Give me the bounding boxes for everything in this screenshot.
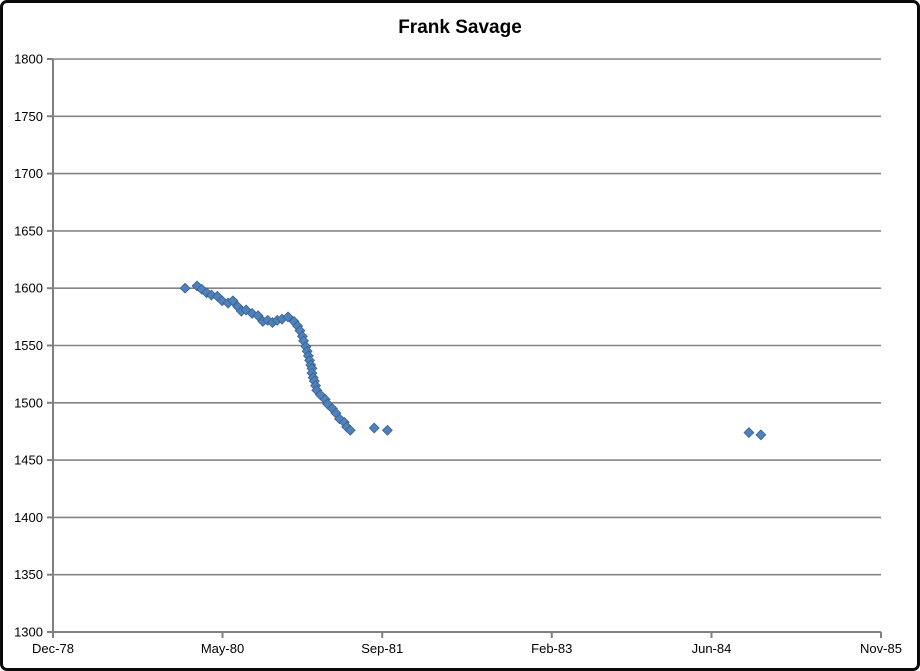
y-axis-tick-label: 1700 bbox=[14, 166, 43, 181]
data-point-marker bbox=[252, 310, 264, 322]
x-axis-tick-label: May-80 bbox=[201, 641, 244, 656]
data-point-marker bbox=[179, 282, 191, 294]
y-axis-tick-label: 1450 bbox=[14, 453, 43, 468]
x-axis-tick-label: Dec-78 bbox=[32, 641, 74, 656]
y-axis-tick-label: 1750 bbox=[14, 109, 43, 124]
data-point-marker bbox=[381, 424, 393, 436]
data-point-marker bbox=[205, 289, 217, 301]
data-point-marker bbox=[227, 295, 239, 307]
y-axis-tick-label: 1500 bbox=[14, 395, 43, 410]
y-axis-tick-label: 1350 bbox=[14, 567, 43, 582]
chart-title: Frank Savage bbox=[398, 17, 522, 38]
data-point-marker bbox=[368, 422, 380, 434]
x-axis-tick-label: Feb-83 bbox=[531, 641, 572, 656]
y-axis-tick-label: 1800 bbox=[14, 52, 43, 67]
data-point-marker bbox=[743, 427, 755, 439]
data-point-marker bbox=[196, 283, 208, 295]
data-point-marker bbox=[216, 295, 228, 307]
scatter-plot-area: 1300 1350 1400 1450 1500 1550 1600 1650 1700 1750… bbox=[14, 52, 902, 657]
x-axis-tick-label: Jun-84 bbox=[692, 641, 732, 656]
y-axis-tick-label: 1600 bbox=[14, 281, 43, 296]
data-point-marker bbox=[282, 311, 294, 323]
y-axis-tick-label: 1400 bbox=[14, 510, 43, 525]
y-axis-tick-label: 1550 bbox=[14, 338, 43, 353]
y-axis-tick-label: 1300 bbox=[14, 625, 43, 640]
x-axis-tick-label: Nov-85 bbox=[860, 641, 902, 656]
data-point-marker bbox=[755, 429, 767, 441]
y-axis-tick-label: 1650 bbox=[14, 223, 43, 238]
x-axis-tick-label: Sep-81 bbox=[361, 641, 403, 656]
data-point-marker bbox=[344, 424, 356, 436]
data-point-marker bbox=[334, 413, 345, 425]
